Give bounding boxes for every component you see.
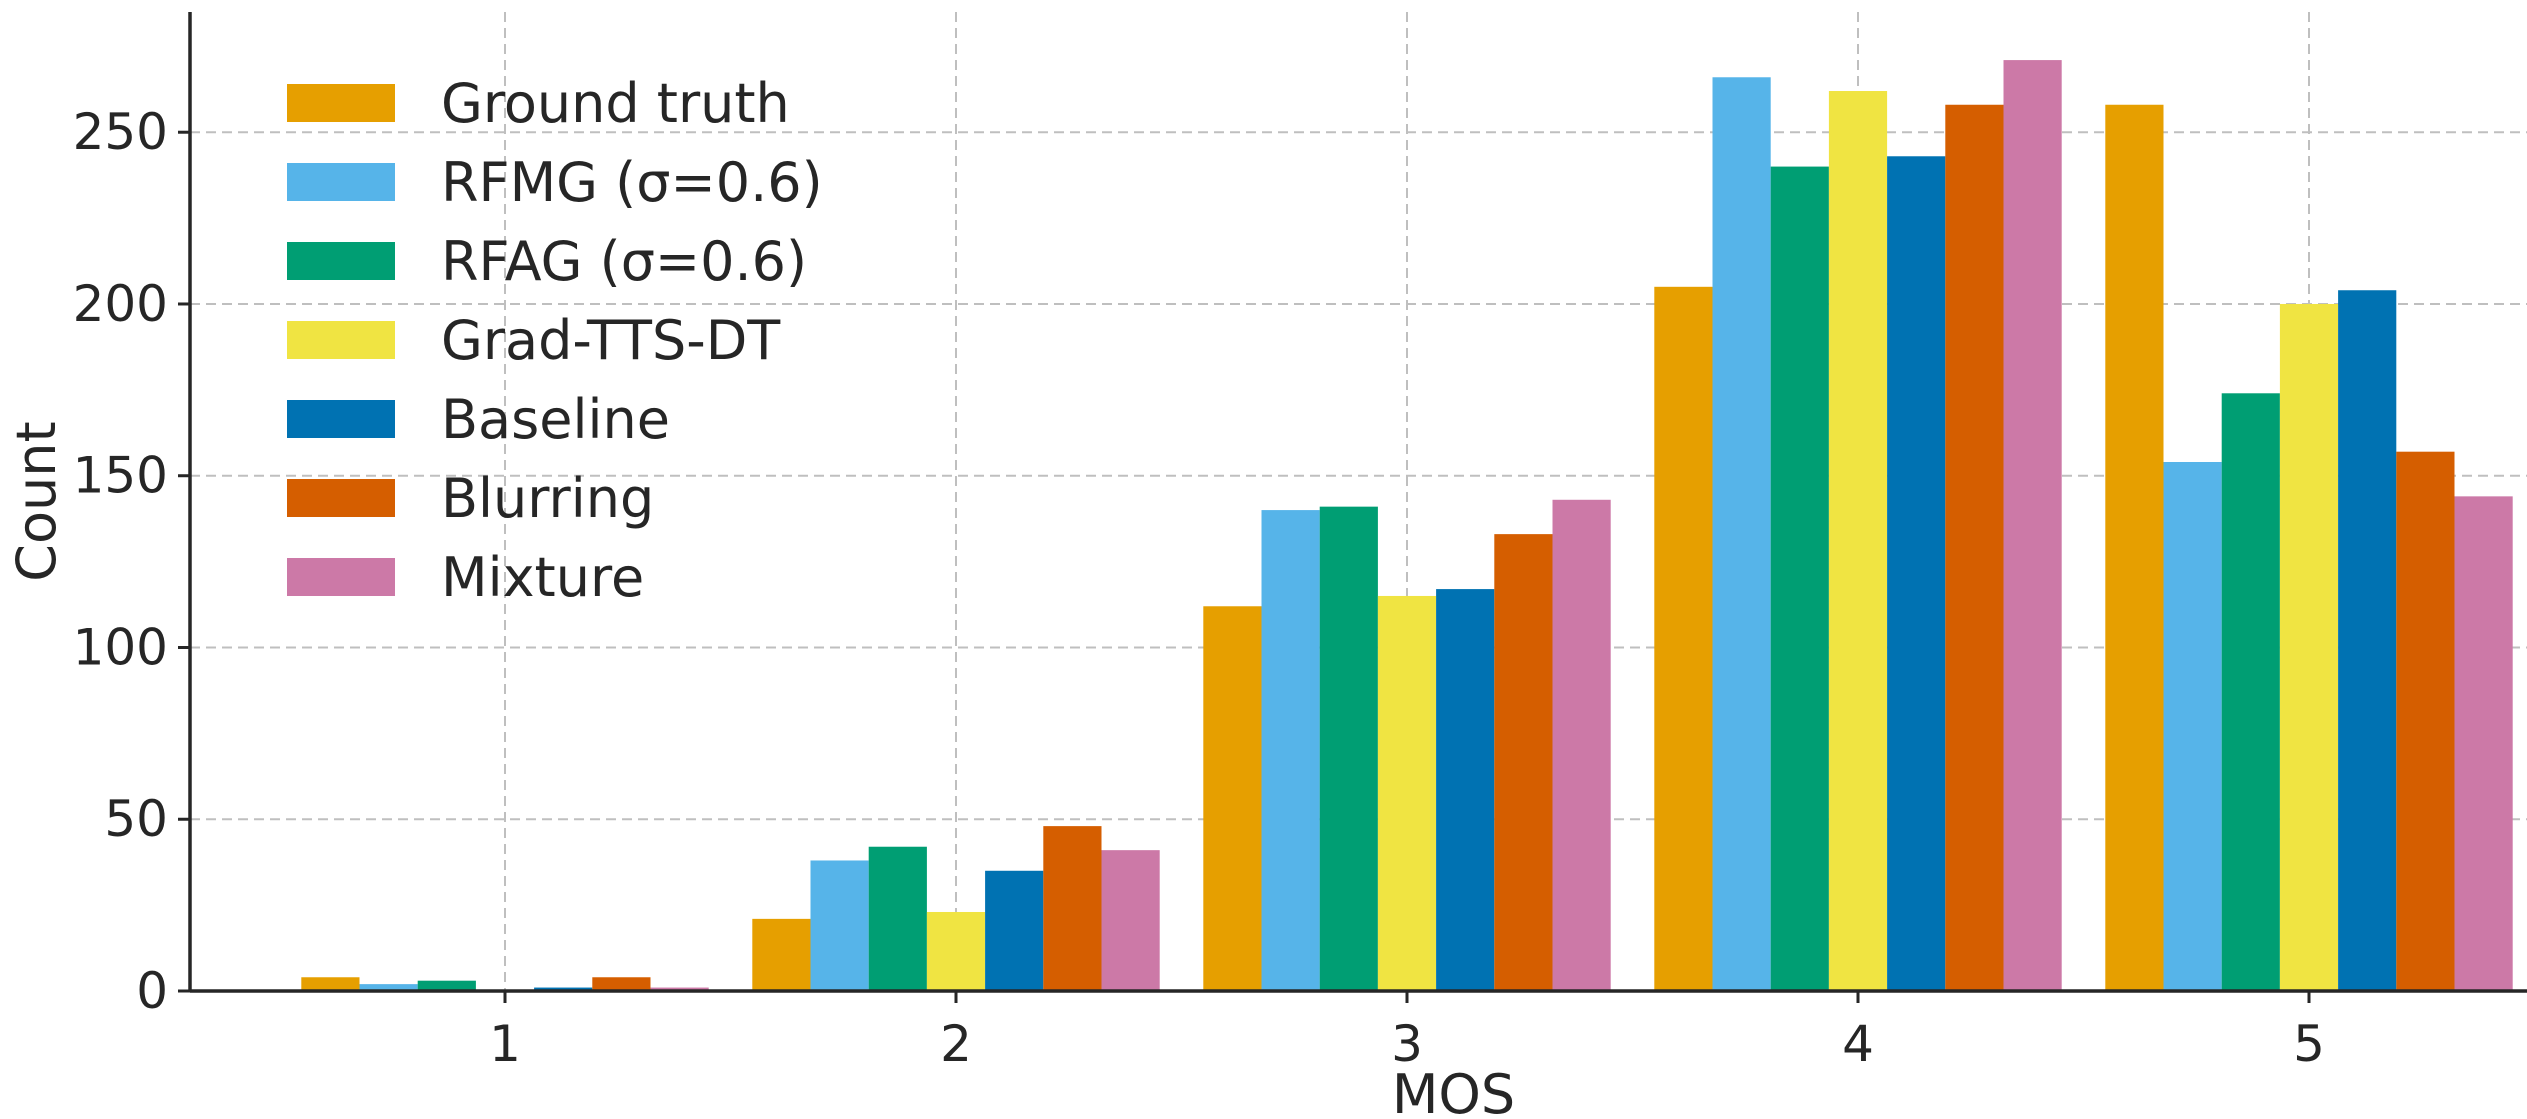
bar	[1887, 156, 1946, 991]
legend-label: RFMG (σ=0.6)	[441, 151, 823, 214]
bar	[417, 980, 476, 991]
y-tick-label: 50	[104, 790, 168, 848]
y-tick-label: 100	[73, 618, 168, 676]
legend-label: RFAG (σ=0.6)	[441, 230, 807, 293]
bar	[2163, 462, 2222, 991]
bar	[2221, 393, 2280, 991]
bar	[1828, 91, 1888, 991]
legend-swatch	[287, 321, 395, 359]
x-tick-label: 5	[2293, 1015, 2325, 1073]
legend-label: Ground truth	[441, 72, 790, 135]
y-tick-label: 150	[73, 447, 168, 505]
bar	[868, 846, 927, 991]
x-tick-label: 2	[940, 1015, 972, 1073]
bar	[1377, 595, 1437, 991]
bar	[301, 977, 360, 991]
bar	[1436, 589, 1495, 991]
tick-labels: 0 50 100 150 200 250 1 2 3 4 5	[73, 103, 2325, 1073]
bar	[1203, 606, 1262, 991]
bar	[810, 860, 869, 991]
legend-swatch	[287, 242, 395, 280]
x-tick-label: 3	[1391, 1015, 1423, 1073]
y-axis-title: Count	[5, 421, 68, 581]
legend-swatch	[287, 84, 395, 122]
x-tick-label: 1	[489, 1015, 521, 1073]
bar	[1043, 826, 1102, 991]
bar	[985, 870, 1044, 991]
bar	[2105, 104, 2164, 991]
bar	[592, 977, 651, 991]
bar	[752, 918, 811, 991]
axes	[178, 12, 2527, 1003]
bar	[2396, 451, 2455, 991]
bar	[2279, 303, 2339, 992]
y-tick-label: 200	[73, 275, 168, 333]
legend: Ground truth RFMG (σ=0.6) RFAG (σ=0.6) Grad…	[287, 72, 823, 609]
legend-label: Baseline	[441, 388, 670, 451]
x-tick-label: 4	[1842, 1015, 1874, 1073]
y-tick-label: 0	[136, 962, 168, 1020]
bar	[1494, 534, 1553, 991]
bar	[1261, 510, 1320, 991]
bar	[1654, 286, 1713, 991]
legend-swatch	[287, 400, 395, 438]
bar	[1552, 499, 1611, 991]
legend-swatch	[287, 558, 395, 596]
legend-swatch	[287, 479, 395, 517]
legend-swatch	[287, 163, 395, 201]
bar	[2454, 496, 2513, 991]
y-tick-label: 250	[73, 103, 168, 161]
bar	[1712, 77, 1771, 991]
x-axis-title: MOS	[1392, 1063, 1515, 1119]
bar	[359, 984, 418, 991]
bar	[2003, 60, 2062, 991]
legend-label: Grad-TTS-DT	[441, 309, 781, 372]
bar	[1770, 166, 1829, 991]
legend-label: Mixture	[441, 546, 644, 609]
bars	[301, 60, 2513, 992]
bar	[1319, 506, 1378, 991]
bar	[2338, 290, 2397, 991]
bar	[1945, 104, 2004, 991]
bar	[1101, 850, 1160, 991]
legend-label: Blurring	[441, 467, 654, 530]
bar	[926, 911, 986, 991]
